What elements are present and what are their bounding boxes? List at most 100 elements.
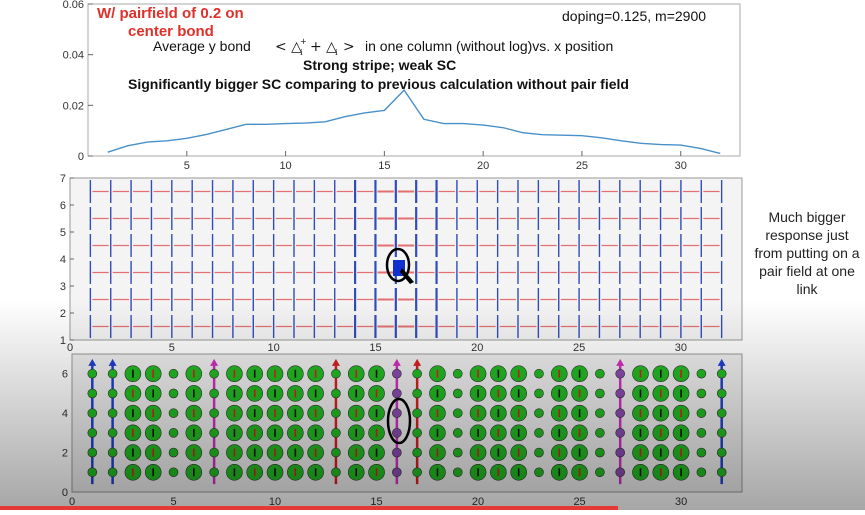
site-small xyxy=(696,388,707,399)
site-small xyxy=(412,428,422,438)
y-tick-label: 6 xyxy=(60,200,66,212)
spin-arrowhead xyxy=(616,358,625,366)
site-small xyxy=(209,447,219,458)
title-prefix: Average y bond xyxy=(153,38,251,54)
x-tick-label: 30 xyxy=(675,342,687,354)
site-small xyxy=(595,447,605,458)
bond-lattice-panel: 1 2 3 4 5 6 7 0 5 10 15 20 25 30 xyxy=(60,173,743,354)
bond-lattice-ticks: 1 2 3 4 5 6 7 0 5 10 15 20 25 30 xyxy=(60,173,687,354)
site-small xyxy=(534,447,544,458)
site-small xyxy=(452,447,463,458)
svg-text:+: + xyxy=(300,37,307,46)
x-tick-label: 15 xyxy=(378,160,390,172)
site-small xyxy=(696,467,707,478)
site-small xyxy=(168,428,179,438)
site-small xyxy=(392,368,402,379)
site-small xyxy=(716,467,727,478)
x-tick-label: 0 xyxy=(67,342,73,354)
site-small xyxy=(168,467,179,478)
site-small xyxy=(392,388,402,399)
site-small xyxy=(615,428,625,438)
site-small xyxy=(107,447,118,458)
site-small xyxy=(716,408,727,418)
y-tick-label: 5 xyxy=(60,227,66,239)
x-tick-label: 5 xyxy=(169,342,175,354)
video-progress-bar[interactable] xyxy=(0,506,618,510)
svg-text:+ △: + △ xyxy=(310,39,337,55)
site-small xyxy=(534,388,544,399)
spin-arrowhead xyxy=(392,358,401,366)
site-small xyxy=(595,368,605,379)
spin-arrowhead xyxy=(108,358,117,366)
x-tick-label: 25 xyxy=(573,496,585,508)
x-tick-label: 10 xyxy=(268,342,280,354)
sc-profile-panel: 0 0.02 0.04 0.06 5 10 15 20 25 30 xyxy=(63,0,741,172)
site-small xyxy=(209,388,219,399)
y-tick-label: 4 xyxy=(62,408,68,420)
site-small xyxy=(716,447,727,458)
site-small xyxy=(331,467,341,478)
site-small xyxy=(534,368,544,379)
site-small xyxy=(168,447,179,458)
site-small xyxy=(331,388,341,399)
site-small xyxy=(87,428,98,438)
y-tick-label: 3 xyxy=(60,281,66,293)
site-small xyxy=(716,428,727,438)
site-small xyxy=(107,467,118,478)
site-lattice-ticks: 0 2 4 6 0 5 10 15 20 25 30 xyxy=(62,369,687,508)
site-small xyxy=(412,388,422,399)
site-small xyxy=(534,428,544,438)
site-small xyxy=(209,467,219,478)
site-small xyxy=(331,447,341,458)
spin-arrowhead xyxy=(88,358,97,366)
y-tick-label: 0.02 xyxy=(63,100,84,112)
site-small xyxy=(615,388,625,399)
site-small xyxy=(331,428,341,438)
y-tick-label: 0 xyxy=(78,151,84,163)
site-small xyxy=(412,408,422,418)
site-small xyxy=(392,467,402,478)
x-tick-label: 20 xyxy=(471,342,483,354)
pairfield-highlight xyxy=(385,247,414,284)
site-small xyxy=(615,408,625,418)
x-tick-label: 5 xyxy=(184,160,190,172)
site-small xyxy=(87,368,98,379)
x-tick-label: 30 xyxy=(675,496,687,508)
y-tick-label: 0.04 xyxy=(63,50,84,62)
bond-lattice-axes xyxy=(69,177,743,341)
cursor-icon xyxy=(400,268,414,284)
site-small xyxy=(615,368,625,379)
x-tick-label: 10 xyxy=(279,160,291,172)
svg-text:i: i xyxy=(300,48,303,57)
x-tick-label: 20 xyxy=(477,160,489,172)
y-tick-label: 6 xyxy=(62,369,68,381)
x-tick-label: 5 xyxy=(170,496,176,508)
site-small xyxy=(696,447,707,458)
site-small xyxy=(87,408,98,418)
site-small xyxy=(331,368,341,379)
site-small xyxy=(716,368,727,379)
svg-text:i: i xyxy=(335,48,338,57)
site-small xyxy=(107,388,118,399)
side-note: Much bigger response just from putting o… xyxy=(754,209,860,297)
site-small xyxy=(87,467,98,478)
site-lattice-axes xyxy=(71,353,743,493)
pairfield-label-line1: W/ pairfield of 0.2 on xyxy=(97,5,244,22)
y-tick-label: 4 xyxy=(60,254,66,266)
x-tick-label: 30 xyxy=(675,160,687,172)
site-small xyxy=(168,408,179,418)
site-small xyxy=(331,408,341,418)
site-small xyxy=(392,428,402,438)
site-small xyxy=(412,447,422,458)
spin-arrowhead xyxy=(210,358,219,366)
svg-text:>: > xyxy=(343,39,355,55)
spin-arrowhead xyxy=(717,358,726,366)
site-small xyxy=(392,408,402,418)
site-small xyxy=(168,368,179,379)
x-tick-label: 20 xyxy=(472,496,484,508)
site-small xyxy=(595,388,605,399)
site-small xyxy=(615,447,625,458)
comparison-label: Significantly bigger SC comparing to pre… xyxy=(128,76,629,92)
bond-lattice-bonds xyxy=(89,180,723,338)
